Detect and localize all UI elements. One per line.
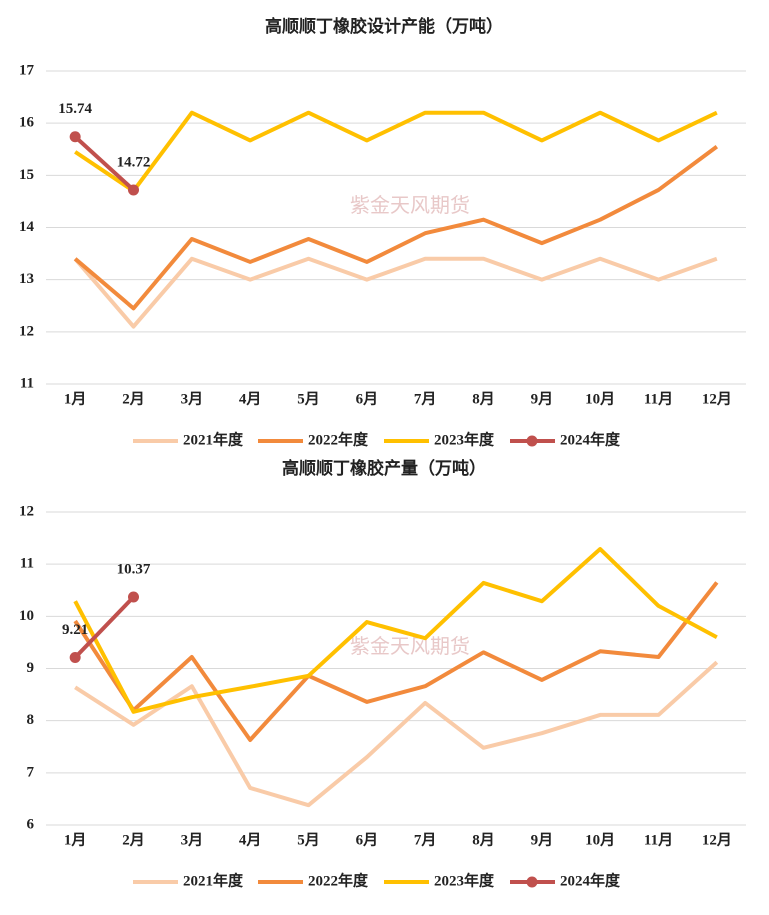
y-tick-label: 11	[20, 375, 34, 391]
x-tick-label: 9月	[531, 390, 554, 407]
line	[73, 581, 719, 742]
legend-label: 2022年度	[308, 430, 369, 448]
y-tick-label: 7	[27, 764, 35, 780]
line	[74, 660, 719, 808]
y-tick-label: 12	[19, 503, 34, 519]
x-tick-label: 7月	[414, 831, 437, 848]
line	[74, 110, 718, 193]
marker	[69, 652, 81, 664]
x-tick-label: 7月	[414, 390, 437, 407]
y-tick-label: 14	[19, 219, 35, 235]
line	[73, 595, 135, 659]
x-tick-label: 3月	[181, 831, 204, 848]
legend-label: 2022年度	[308, 871, 369, 889]
marker	[128, 591, 139, 603]
x-tick-label: 4月	[239, 831, 262, 848]
x-tick-label: 11月	[644, 831, 673, 848]
x-tick-label: 10月	[585, 831, 615, 848]
y-tick-label: 9	[27, 660, 35, 676]
y-tick-label: 17	[19, 62, 35, 78]
legend-label: 2023年度	[434, 430, 495, 448]
line	[73, 547, 718, 714]
watermark: 紫金天风期货	[350, 635, 470, 658]
y-tick-label: 15	[19, 167, 34, 183]
x-tick-label: 8月	[472, 390, 495, 407]
marker	[128, 184, 139, 196]
data-label: 9.21	[62, 622, 88, 638]
x-tick-label: 2月	[122, 831, 145, 848]
x-tick-label: 8月	[472, 831, 495, 848]
y-tick-label: 8	[27, 712, 35, 728]
y-tick-label: 12	[19, 323, 34, 339]
legend-marker	[526, 876, 538, 888]
chart-title: 高顺顺丁橡胶设计产能（万吨）	[265, 16, 503, 36]
data-label: 14.72	[117, 154, 151, 170]
x-tick-label: 9月	[531, 831, 554, 848]
chart-title: 高顺顺丁橡胶产量（万吨）	[282, 458, 486, 478]
y-tick-label: 11	[20, 556, 34, 572]
marker	[69, 131, 81, 143]
legend-label: 2024年度	[560, 871, 621, 889]
x-tick-label: 1月	[64, 831, 87, 848]
x-tick-label: 6月	[356, 390, 379, 407]
x-tick-label: 4月	[239, 390, 262, 407]
x-tick-label: 10月	[585, 390, 615, 407]
line	[73, 135, 135, 192]
x-tick-label: 11月	[644, 390, 673, 407]
legend-marker	[526, 435, 538, 447]
watermark: 紫金天风期货	[350, 194, 470, 217]
data-label: 10.37	[117, 561, 151, 577]
y-tick-label: 13	[19, 271, 34, 287]
line	[73, 256, 718, 329]
line	[73, 145, 719, 311]
x-tick-label: 6月	[356, 831, 379, 848]
x-tick-label: 1月	[64, 390, 87, 407]
legend-label: 2021年度	[183, 871, 244, 889]
data-label: 15.74	[58, 101, 92, 117]
legend-label: 2023年度	[434, 871, 495, 889]
x-tick-label: 12月	[702, 390, 732, 407]
y-tick-label: 16	[19, 115, 35, 131]
x-tick-label: 3月	[181, 390, 204, 407]
x-tick-label: 2月	[122, 390, 145, 407]
legend-label: 2021年度	[183, 430, 244, 448]
x-tick-label: 5月	[297, 390, 320, 407]
x-tick-label: 12月	[702, 831, 732, 848]
legend-label: 2024年度	[560, 430, 621, 448]
y-tick-label: 6	[27, 816, 35, 832]
y-tick-label: 10	[19, 608, 34, 624]
x-tick-label: 5月	[297, 831, 320, 848]
